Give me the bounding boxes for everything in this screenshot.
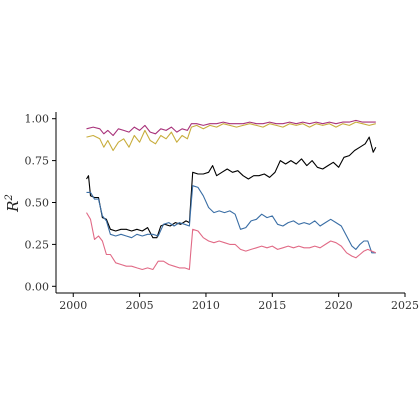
y-tick-label: 0.75 [25,155,50,168]
x-axis-ticks: 2000 2005 2010 2015 2020 2025 [59,293,419,312]
series-line-4 [86,185,376,254]
series-layer [86,119,377,271]
series-line-5 [86,212,377,271]
series-line-3 [86,136,377,239]
x-tick-label: 2010 [192,299,220,312]
x-tick-label: 2020 [325,299,353,312]
x-tick-label: 2025 [391,299,419,312]
x-tick-label: 2015 [258,299,286,312]
y-tick-label: 0.25 [25,238,50,251]
series-line-2 [86,119,376,137]
x-tick-label: 2000 [59,299,87,312]
y-axis-title: R2 [4,194,22,213]
y-tick-label: 1.00 [25,113,50,126]
y-axis-ticks: 0.00 0.25 0.50 0.75 1.00 [25,113,56,293]
y-tick-label: 0.50 [25,197,50,210]
series-line-1 [86,121,376,152]
x-tick-label: 2005 [126,299,154,312]
y-tick-label: 0.00 [25,280,50,293]
